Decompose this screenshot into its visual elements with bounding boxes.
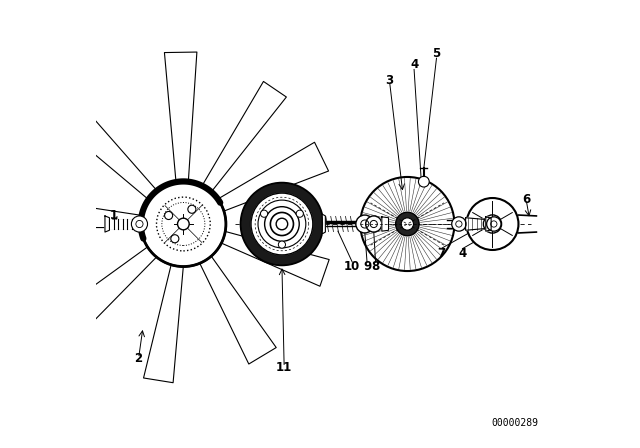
Circle shape xyxy=(264,207,300,241)
Circle shape xyxy=(278,241,285,248)
Text: 6: 6 xyxy=(522,193,530,206)
Circle shape xyxy=(396,212,419,236)
Text: 00000289: 00000289 xyxy=(492,418,538,428)
Polygon shape xyxy=(466,218,486,230)
Circle shape xyxy=(241,183,323,265)
Circle shape xyxy=(251,193,313,255)
Polygon shape xyxy=(199,82,286,197)
Text: 2: 2 xyxy=(134,352,143,365)
Circle shape xyxy=(486,217,501,231)
Circle shape xyxy=(356,215,374,233)
Polygon shape xyxy=(105,216,109,232)
Circle shape xyxy=(365,216,382,232)
Circle shape xyxy=(141,181,226,267)
Polygon shape xyxy=(382,217,388,231)
Polygon shape xyxy=(60,103,161,204)
Circle shape xyxy=(452,217,466,231)
Circle shape xyxy=(258,200,306,248)
Circle shape xyxy=(131,216,148,232)
Polygon shape xyxy=(216,230,329,286)
Text: 3: 3 xyxy=(385,74,394,87)
Text: 4: 4 xyxy=(458,246,467,260)
Circle shape xyxy=(270,212,294,236)
Circle shape xyxy=(276,218,288,230)
Polygon shape xyxy=(143,258,184,383)
Text: 8: 8 xyxy=(371,260,380,273)
Polygon shape xyxy=(323,214,325,234)
Circle shape xyxy=(467,198,518,250)
Text: 9: 9 xyxy=(363,260,371,273)
Circle shape xyxy=(401,218,413,230)
Text: 5: 5 xyxy=(433,47,440,60)
Text: 7: 7 xyxy=(437,246,445,260)
Text: 10: 10 xyxy=(344,260,360,273)
Polygon shape xyxy=(486,217,491,231)
Polygon shape xyxy=(212,142,328,213)
Circle shape xyxy=(177,218,189,230)
Text: 1: 1 xyxy=(110,208,118,222)
Polygon shape xyxy=(49,243,161,344)
Circle shape xyxy=(296,210,303,217)
Polygon shape xyxy=(197,251,276,364)
Text: 11: 11 xyxy=(276,361,292,374)
Polygon shape xyxy=(164,52,197,189)
Wedge shape xyxy=(241,183,323,265)
Circle shape xyxy=(419,177,429,187)
Circle shape xyxy=(260,210,268,217)
Text: 4: 4 xyxy=(410,58,418,72)
Polygon shape xyxy=(33,199,148,228)
